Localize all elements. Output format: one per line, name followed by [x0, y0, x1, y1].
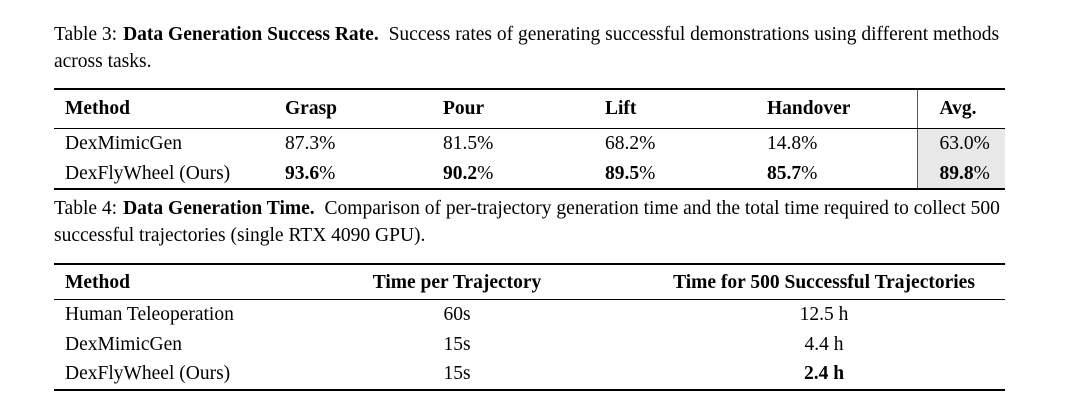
- column-header-pour: Pour: [443, 89, 605, 129]
- cell-handover: 85.7%: [767, 159, 917, 190]
- percent-sign: %: [973, 133, 990, 154]
- cell-method: DexMimicGen: [65, 333, 182, 355]
- percent-sign: %: [639, 162, 656, 184]
- percent-sign: %: [477, 133, 494, 154]
- table3-caption: Table 3: Data Generation Success Rate. Su…: [54, 21, 1014, 75]
- column-header-avg: Avg.: [916, 89, 1005, 129]
- table-row-dexflywheel-ours: DexFlyWheel (Ours) 93.6% 90.2% 89.5% 85.…: [54, 158, 1005, 190]
- cell-method: Human Teleoperation: [65, 304, 234, 325]
- cell-value: 14.8: [767, 133, 802, 154]
- table3-header-row: Method Grasp Pour Lift Handover Avg.: [54, 89, 1005, 129]
- cell-value: 63.0: [939, 133, 974, 154]
- percent-sign: %: [973, 162, 990, 184]
- cell-value: 93.6: [285, 162, 320, 184]
- cell-lift: 89.5%: [605, 159, 767, 190]
- cell-time-total: 12.5 h: [799, 304, 849, 325]
- column-header-lift: Lift: [605, 89, 767, 129]
- cell-handover: 14.8%: [767, 129, 917, 159]
- table4-caption: Table 4: Data Generation Time. Comparison…: [54, 195, 1014, 249]
- percent-sign: %: [801, 133, 818, 154]
- table-row-dexflywheel-ours: DexFlyWheel (Ours) 15s 2.4 h: [54, 359, 1005, 390]
- table-row-dexmimicgen: DexMimicGen 87.3% 81.5% 68.2% 14.8% 63.0…: [54, 128, 1005, 159]
- table3-success-rate: Method Grasp Pour Lift Handover Avg. Dex…: [54, 88, 1005, 190]
- column-header-grasp: Grasp: [285, 89, 443, 129]
- table3-caption-label: Table 3:: [54, 24, 118, 45]
- cell-pour: 81.5%: [443, 129, 605, 159]
- table-row-dexmimicgen: DexMimicGen 15s 4.4 h: [54, 330, 1005, 360]
- table4-caption-label: Table 4:: [54, 198, 118, 219]
- cell-avg-highlighted: 63.0%: [916, 128, 1005, 159]
- cell-lift: 68.2%: [605, 129, 767, 159]
- column-header-handover: Handover: [767, 89, 917, 129]
- table-row-human-teleoperation: Human Teleoperation 60s 12.5 h: [54, 300, 1005, 330]
- table4-caption-description: Comparison of per-trajectory generation …: [54, 198, 1000, 246]
- cell-value: 68.2: [605, 133, 640, 154]
- cell-time-total: 2.4 h: [803, 363, 845, 384]
- cell-value: 89.8: [939, 162, 974, 184]
- cell-avg-highlighted: 89.8%: [916, 158, 1005, 189]
- percent-sign: %: [801, 162, 818, 184]
- cell-time-total: 4.4 h: [804, 333, 844, 355]
- cell-method: DexMimicGen: [65, 133, 182, 154]
- column-header-time-500-trajectories: Time for 500 Successful Trajectories: [643, 264, 1005, 300]
- column-header-method: Method: [54, 264, 271, 300]
- table4-header-row: Method Time per Trajectory Time for 500 …: [54, 264, 1005, 300]
- cell-method: DexFlyWheel (Ours): [65, 162, 231, 184]
- percent-sign: %: [319, 162, 336, 184]
- cell-value: 81.5: [443, 133, 478, 154]
- table4-caption-title: Data Generation Time.: [123, 198, 315, 219]
- cell-value: 87.3: [285, 133, 320, 154]
- percent-sign: %: [319, 133, 336, 154]
- table3-caption-description: Success rates of generating successful d…: [54, 24, 1000, 72]
- cell-time-per: 15s: [443, 363, 471, 384]
- cell-time-per: 15s: [443, 333, 471, 355]
- cell-value: 85.7: [767, 162, 802, 184]
- column-header-method: Method: [54, 89, 285, 129]
- percent-sign: %: [477, 162, 494, 184]
- cell-grasp: 87.3%: [285, 129, 443, 159]
- cell-time-per: 60s: [443, 304, 471, 325]
- cell-method: DexFlyWheel (Ours): [65, 363, 231, 384]
- cell-value: 90.2: [443, 162, 478, 184]
- cell-grasp: 93.6%: [285, 159, 443, 190]
- percent-sign: %: [639, 133, 656, 154]
- column-header-time-per-trajectory: Time per Trajectory: [271, 264, 643, 300]
- table3-caption-title: Data Generation Success Rate.: [123, 24, 379, 45]
- cell-pour: 90.2%: [443, 159, 605, 190]
- table4-generation-time: Method Time per Trajectory Time for 500 …: [54, 263, 1005, 391]
- cell-value: 89.5: [605, 162, 640, 184]
